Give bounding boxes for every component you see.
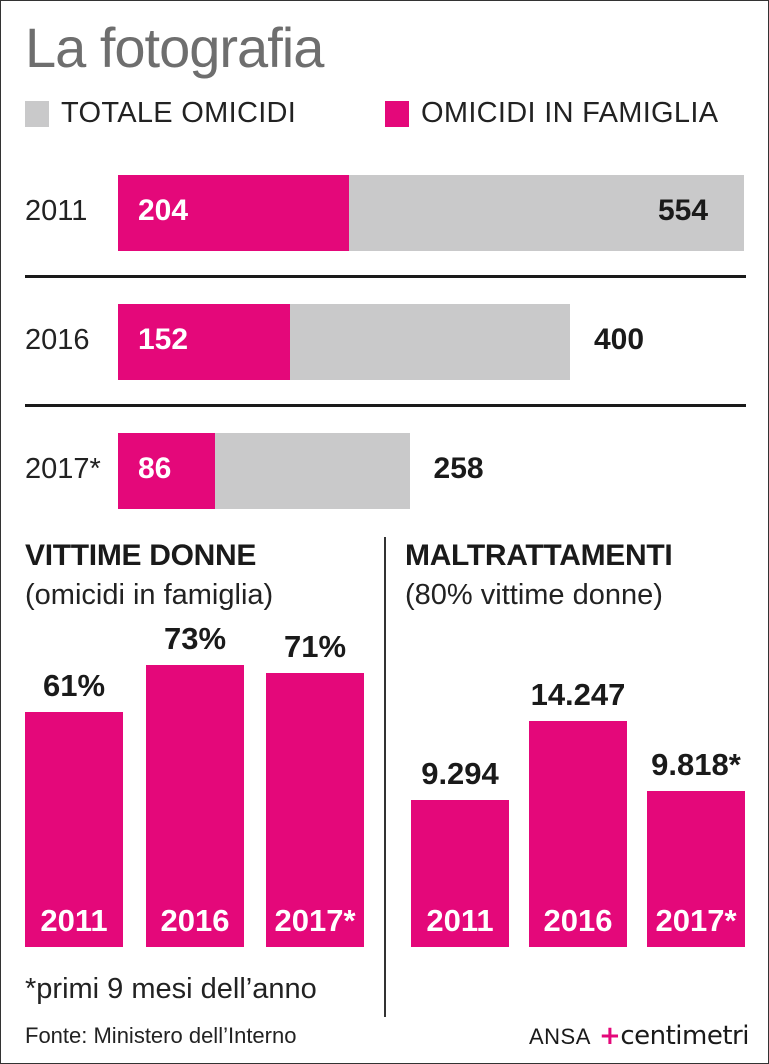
page-title: La fotografia bbox=[25, 16, 324, 79]
value-bar bbox=[266, 672, 364, 947]
value-bar bbox=[647, 791, 745, 947]
row-year-label: 2017* bbox=[25, 453, 101, 485]
value-label: 14.247 bbox=[530, 677, 626, 713]
category-label: 2016 bbox=[543, 903, 613, 938]
row-divider bbox=[25, 404, 746, 407]
value-bar bbox=[411, 799, 509, 947]
category-label: 2011 bbox=[426, 903, 494, 938]
family-value-label: 86 bbox=[138, 452, 172, 485]
value-label: 71% bbox=[283, 628, 347, 664]
source-text: Fonte: Ministero dell’Interno bbox=[25, 1023, 297, 1048]
section-divider bbox=[384, 537, 386, 1017]
family-bar bbox=[118, 433, 216, 509]
total-value-label: 258 bbox=[433, 452, 484, 485]
credit-agency: ANSA bbox=[529, 1024, 591, 1049]
category-label: 2011 bbox=[40, 903, 108, 938]
legend-label-total: TOTALE OMICIDI bbox=[61, 97, 297, 129]
section-subtitle-maltrattamenti: (80% vittime donne) bbox=[405, 579, 663, 611]
category-label: 2017* bbox=[655, 903, 737, 938]
value-bar bbox=[25, 711, 123, 947]
category-label: 2016 bbox=[160, 903, 230, 938]
footnote: *primi 9 mesi dell’anno bbox=[25, 973, 317, 1005]
logo-mark: + bbox=[599, 1021, 621, 1051]
category-label: 2017* bbox=[274, 903, 356, 938]
family-bar bbox=[118, 175, 349, 251]
centimetri-logo: +centimetri bbox=[599, 1021, 749, 1051]
family-bar bbox=[118, 304, 290, 380]
legend-swatch-total bbox=[25, 101, 49, 127]
logo-text: centimetri bbox=[620, 1021, 749, 1051]
value-label: 73% bbox=[163, 621, 227, 657]
legend-swatch-family bbox=[385, 101, 409, 127]
row-year-label: 2011 bbox=[25, 195, 88, 227]
value-label: 9.294 bbox=[421, 755, 499, 791]
credit: ANSA +centimetri bbox=[529, 1021, 749, 1051]
value-label: 61% bbox=[42, 667, 106, 703]
total-value-label: 400 bbox=[593, 323, 645, 356]
family-value-label: 152 bbox=[138, 323, 189, 356]
total-value-label: 554 bbox=[658, 194, 709, 227]
family-value-label: 204 bbox=[138, 194, 189, 227]
section-subtitle-vittime: (omicidi in famiglia) bbox=[25, 579, 274, 611]
value-label: 9.818* bbox=[651, 747, 741, 783]
value-bar bbox=[146, 665, 244, 947]
section-title-maltrattamenti: MALTRATTAMENTI bbox=[405, 539, 673, 572]
section-title-vittime: VITTIME DONNE bbox=[25, 539, 257, 572]
value-bar bbox=[529, 721, 627, 947]
row-year-label: 2016 bbox=[25, 324, 90, 356]
row-divider bbox=[25, 275, 746, 278]
legend-label-family: OMICIDI IN FAMIGLIA bbox=[421, 97, 719, 129]
